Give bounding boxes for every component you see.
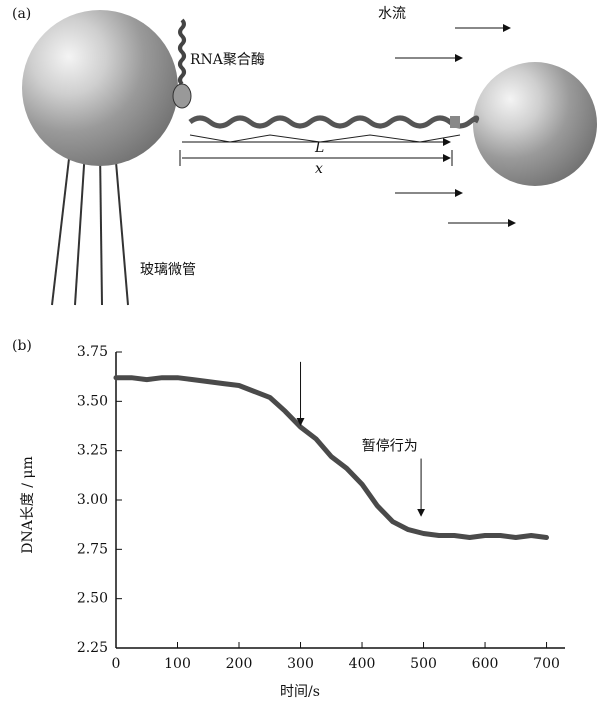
annotation: 暂停行为: [362, 438, 418, 455]
y-tick-label: 3.00: [77, 492, 108, 508]
figure: (a) L x RNA聚合酶 水流 玻璃微管 (b) 时间/s DNA长度 / …: [0, 0, 611, 707]
bead-right: [473, 62, 597, 186]
y-axis-title: DNA长度 / μm: [20, 456, 36, 554]
label-pipette: 玻璃微管: [140, 261, 196, 278]
rna: [180, 20, 184, 84]
dna: [190, 118, 477, 126]
pipette: [52, 150, 128, 305]
panel-label: (a): [12, 6, 31, 22]
x-axis-title: 时间/s: [280, 684, 320, 700]
label-polymerase: RNA聚合酶: [190, 52, 265, 68]
y-tick-label: 2.75: [77, 541, 108, 557]
y-tick-label: 2.25: [77, 640, 108, 656]
label-l: L: [314, 140, 324, 156]
data-line: [116, 378, 547, 538]
x-tick-label: 600: [472, 656, 499, 672]
y-tick-label: 3.25: [77, 443, 108, 459]
panel-label: (b): [12, 338, 32, 354]
x-tick-label: 500: [410, 656, 437, 672]
x-tick-label: 300: [287, 656, 314, 672]
label-flow: 水流: [378, 6, 406, 22]
anchor: [450, 116, 460, 128]
label-x: x: [315, 161, 323, 177]
y-tick-label: 3.50: [77, 393, 108, 409]
y-tick-label: 3.75: [77, 344, 108, 360]
x-tick-label: 700: [533, 656, 560, 672]
bead-left: [22, 10, 178, 166]
brace: [190, 135, 460, 142]
polymerase: [173, 84, 191, 108]
y-tick-label: 2.50: [77, 591, 108, 607]
panel-a: (a) L x RNA聚合酶 水流 玻璃微管: [12, 6, 597, 305]
x-tick-label: 0: [112, 656, 121, 672]
x-tick-label: 200: [226, 656, 253, 672]
x-tick-label: 100: [164, 656, 191, 672]
x-tick-label: 400: [349, 656, 376, 672]
